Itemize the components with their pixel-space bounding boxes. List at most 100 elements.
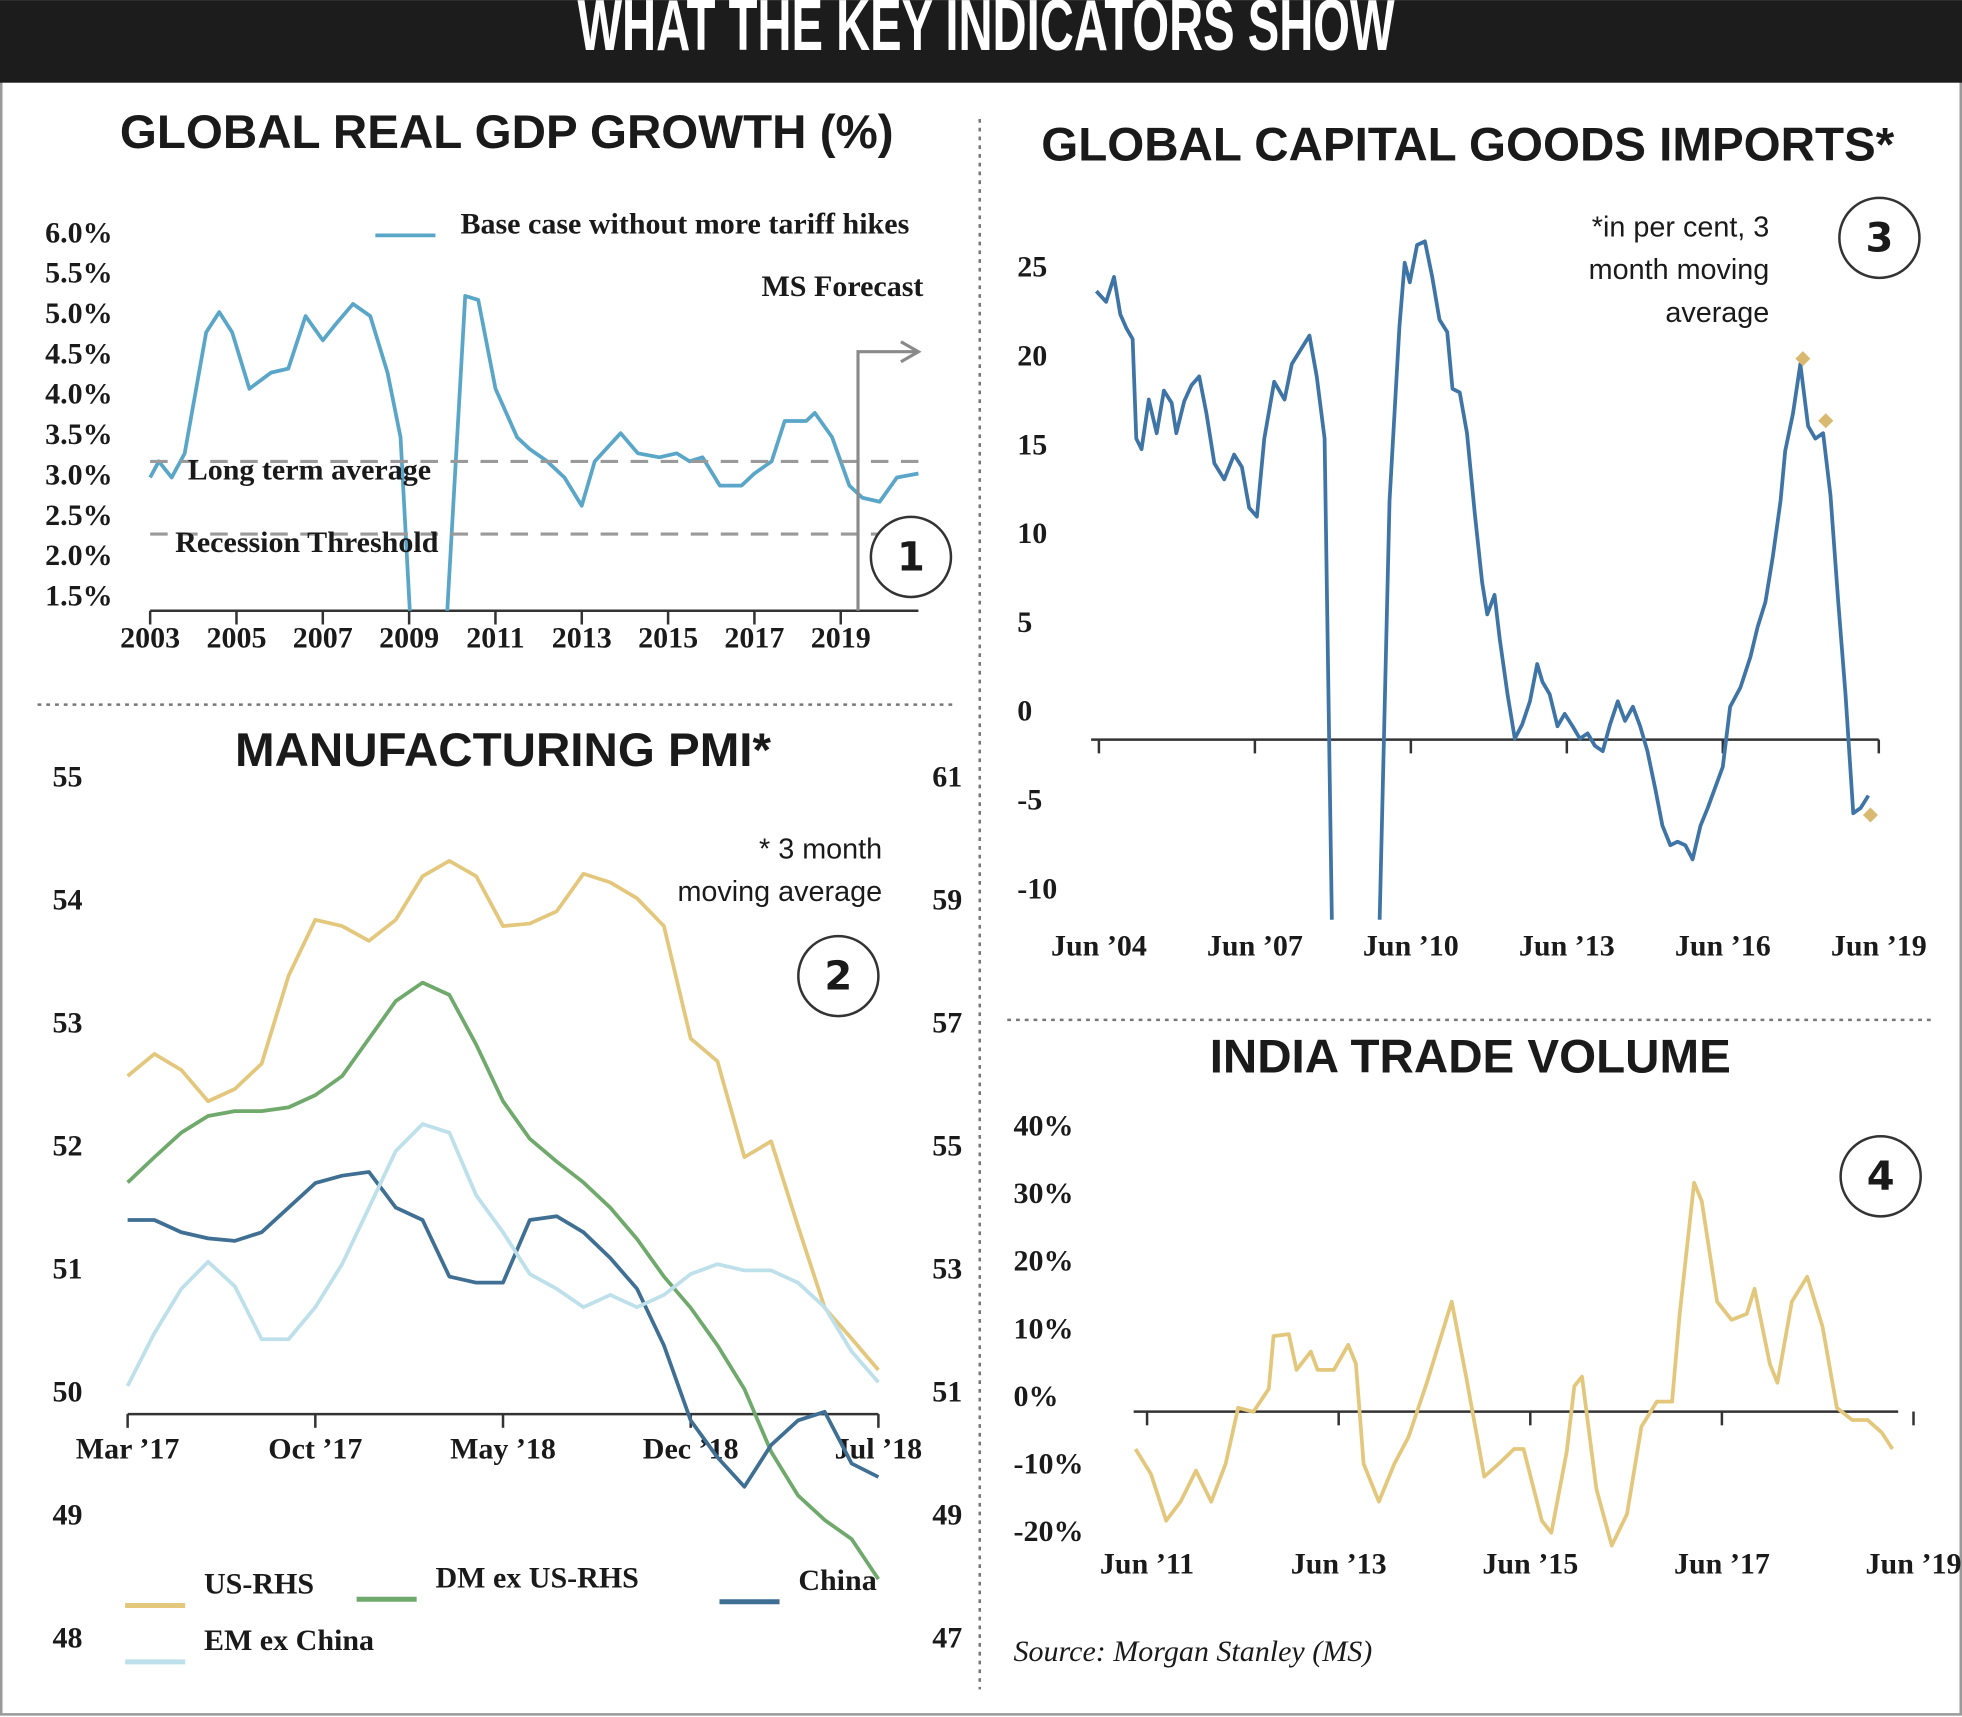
x-tick-label: 2013 xyxy=(552,622,612,655)
forecast-arrow xyxy=(900,340,922,364)
data-line xyxy=(148,294,919,611)
note: average xyxy=(1665,297,1769,329)
x-tick-label: 2015 xyxy=(638,622,698,655)
badge-circle xyxy=(1838,196,1921,280)
chart-title: GLOBAL REAL GDP GROWTH (%) xyxy=(120,106,894,159)
note: *in per cent, 3 xyxy=(1592,212,1770,244)
plot xyxy=(1133,1180,1895,1548)
y-tick-label: 10% xyxy=(1014,1312,1074,1345)
chart-title: GLOBAL CAPITAL GOODS IMPORTS* xyxy=(1041,118,1894,171)
y-tick-label: 50 xyxy=(53,1375,83,1408)
y-tick-label: 20% xyxy=(1014,1245,1074,1278)
x-tick-label: 2003 xyxy=(120,622,180,655)
x-tick-label: Jun ’13 xyxy=(1291,1548,1387,1581)
x-tick-label: 2017 xyxy=(724,622,784,655)
legend-label: US-RHS xyxy=(204,1568,314,1601)
y-tick-label: 51 xyxy=(53,1252,83,1285)
y-tick-label: 0 xyxy=(1017,695,1032,728)
reference-label: Long term average xyxy=(188,454,431,487)
data-line xyxy=(1133,1180,1895,1548)
y2-tick-label: 57 xyxy=(932,1007,962,1040)
x-tick-label: Jun ’07 xyxy=(1207,929,1303,962)
data-line xyxy=(126,859,880,1372)
legend-label: Base case without more tariff hikes xyxy=(460,207,909,240)
y-tick-label: 1.5% xyxy=(45,580,113,613)
x-tick-label: 2011 xyxy=(466,622,524,655)
note: month moving xyxy=(1589,254,1770,286)
y-tick-label: 4.5% xyxy=(45,337,113,370)
y-tick-label: 5.5% xyxy=(45,257,113,290)
x-tick-label: Jun ’17 xyxy=(1674,1548,1770,1581)
plot xyxy=(148,294,919,611)
y-tick-label: 5.0% xyxy=(45,297,113,330)
y-tick-label: 2.0% xyxy=(45,539,113,572)
y-tick-label: -10 xyxy=(1017,872,1057,905)
badge-circle xyxy=(869,515,953,599)
y-tick-label: 30% xyxy=(1014,1177,1074,1210)
y-tick-label: 48 xyxy=(53,1621,83,1654)
data-line xyxy=(1094,239,1870,920)
y-tick-label: 0% xyxy=(1014,1380,1059,1413)
badge-circle xyxy=(797,934,880,1018)
y-tick-label: -10% xyxy=(1014,1447,1084,1480)
note: moving average xyxy=(677,876,882,908)
y-tick-label: -5 xyxy=(1017,783,1042,816)
x-tick-label: Jun ’11 xyxy=(1100,1548,1194,1581)
highlight-point xyxy=(1818,413,1834,429)
y2-tick-label: 47 xyxy=(932,1621,962,1654)
badge: 1 xyxy=(897,534,925,580)
legend-label: EM ex China xyxy=(204,1624,374,1657)
x-tick-label: 2005 xyxy=(206,622,266,655)
y2-tick-label: 49 xyxy=(932,1498,962,1531)
highlight-point xyxy=(1795,351,1811,367)
y2-tick-label: 61 xyxy=(932,761,962,794)
y2-tick-label: 59 xyxy=(932,884,962,917)
y-tick-label: 53 xyxy=(53,1007,83,1040)
x-tick-label: 2007 xyxy=(293,622,353,655)
y-tick-label: 3.0% xyxy=(45,458,113,491)
plot xyxy=(1094,239,1870,920)
chart-title: INDIA TRADE VOLUME xyxy=(1210,1031,1731,1084)
x-tick-label: Dec ’18 xyxy=(643,1432,739,1465)
y2-tick-label: 51 xyxy=(932,1375,962,1408)
y-tick-label: 20 xyxy=(1017,340,1047,373)
badge-circle xyxy=(1839,1135,1922,1218)
y-tick-label: 25 xyxy=(1017,251,1047,284)
data-line xyxy=(125,1122,880,1387)
x-tick-label: Jun ’16 xyxy=(1675,929,1771,962)
banner-title: WHAT THE KEY INDICATORS SHOW xyxy=(577,0,1394,66)
y-tick-label: 40% xyxy=(1014,1110,1074,1143)
x-tick-label: Mar ’17 xyxy=(76,1432,180,1465)
legend-label: DM ex US-RHS xyxy=(435,1561,638,1594)
x-tick-label: Jun ’19 xyxy=(1831,929,1927,962)
source: Source: Morgan Stanley (MS) xyxy=(1014,1635,1373,1668)
note: * 3 month xyxy=(759,834,882,866)
y-tick-label: 52 xyxy=(53,1130,83,1163)
plot xyxy=(125,859,880,1581)
y-tick-label: 15 xyxy=(1017,428,1047,461)
banner xyxy=(0,0,1962,83)
reference-label: Recession Threshold xyxy=(175,526,439,559)
x-tick-label: May ’18 xyxy=(450,1432,556,1465)
y-tick-label: 4.0% xyxy=(45,378,113,411)
data-line xyxy=(127,1170,880,1489)
y-tick-label: -20% xyxy=(1014,1515,1084,1548)
badge: 3 xyxy=(1865,215,1893,261)
forecast-marker xyxy=(856,350,919,611)
x-tick-label: Jul ’18 xyxy=(835,1432,923,1465)
y-tick-label: 2.5% xyxy=(45,499,113,532)
y-tick-label: 6.0% xyxy=(45,216,113,249)
forecast-label: MS Forecast xyxy=(761,270,923,303)
x-tick-label: 2009 xyxy=(379,622,439,655)
y-tick-label: 54 xyxy=(53,884,83,917)
x-tick-label: Jun ’19 xyxy=(1866,1548,1962,1581)
badge: 4 xyxy=(1867,1154,1895,1200)
y-tick-label: 55 xyxy=(53,761,83,794)
y2-tick-label: 53 xyxy=(932,1252,962,1285)
x-tick-label: Jun ’15 xyxy=(1482,1548,1578,1581)
chart-title: MANUFACTURING PMI* xyxy=(235,724,772,777)
x-tick-label: 2019 xyxy=(811,622,871,655)
y-tick-label: 49 xyxy=(53,1498,83,1531)
y-tick-label: 3.5% xyxy=(45,418,113,451)
